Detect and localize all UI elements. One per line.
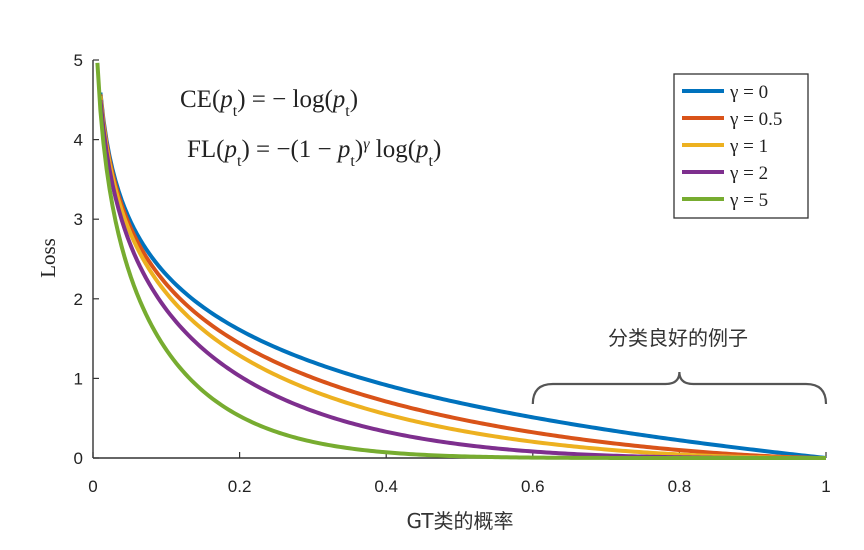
series-line xyxy=(98,92,827,460)
series-line xyxy=(95,62,826,460)
x-axis-label: GT类的概率 xyxy=(406,509,513,533)
y-tick-label: 2 xyxy=(74,290,83,309)
x-tick-label: 0 xyxy=(88,477,97,496)
x-tick-label: 1 xyxy=(821,477,830,496)
legend: γ = 0 γ = 0.5 γ = 1 γ = 2 γ = 5 xyxy=(673,73,809,219)
y-tick-label: 4 xyxy=(74,131,83,150)
series-layer xyxy=(95,62,827,460)
x-tick-label: 0.4 xyxy=(374,477,398,496)
legend-label: γ = 1 xyxy=(729,136,768,157)
y-tick-label: 5 xyxy=(74,51,83,70)
legend-label: γ = 5 xyxy=(729,190,768,211)
legend-label: γ = 0.5 xyxy=(729,109,782,130)
tick-labels: 0 0.2 0.4 0.6 0.8 1 0 1 2 3 4 5 xyxy=(74,51,831,496)
legend-label: γ = 0 xyxy=(729,82,768,103)
x-tick-label: 0.6 xyxy=(521,477,545,496)
series-line xyxy=(98,94,827,460)
legend-label: γ = 2 xyxy=(729,163,768,184)
well-classified-label: 分类良好的例子 xyxy=(608,326,748,350)
formula-fl: FL(pt) = −(1 − pt)γ log(pt) xyxy=(187,136,441,170)
x-tick-label: 0.2 xyxy=(228,477,252,496)
x-tick-label: 0.8 xyxy=(668,477,692,496)
y-tick-label: 3 xyxy=(74,210,83,229)
formula-ce: CE(pt) = − log(pt) xyxy=(180,86,358,120)
well-classified-brace xyxy=(531,371,828,405)
y-tick-label: 0 xyxy=(74,449,83,468)
y-axis-label: Loss xyxy=(36,238,60,278)
y-tick-label: 1 xyxy=(74,369,83,388)
